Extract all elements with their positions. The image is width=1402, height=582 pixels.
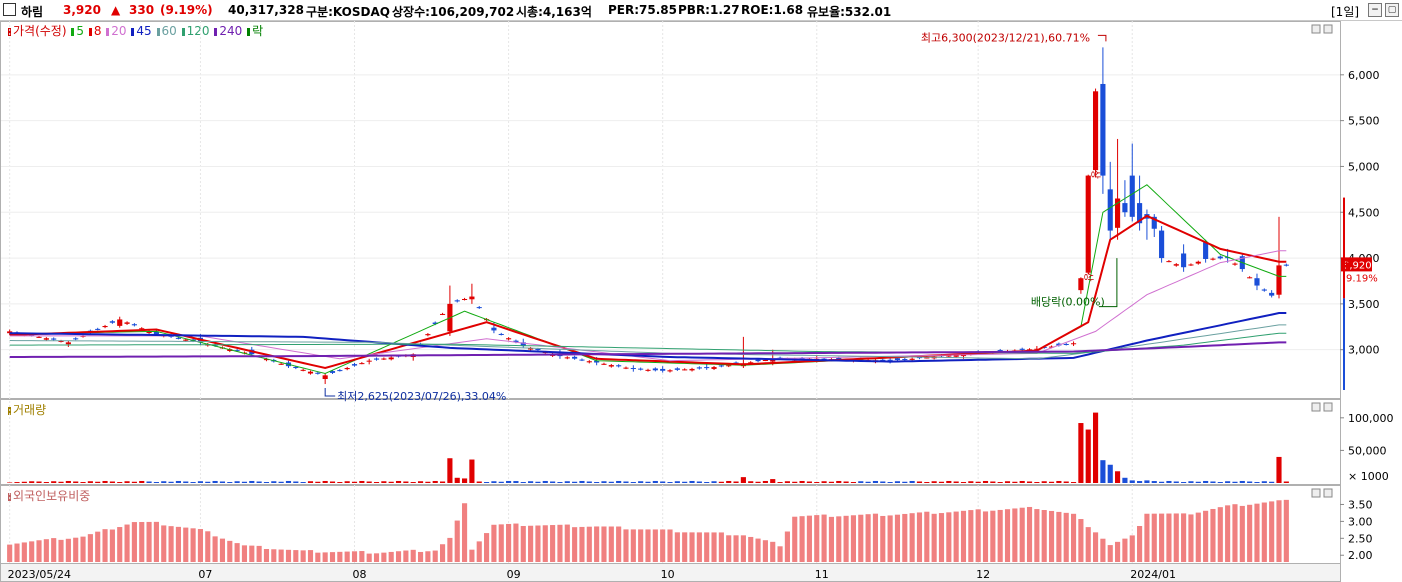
x-tick-label: 11 (815, 568, 829, 581)
x-tick-label: 07 (198, 568, 212, 581)
x-tick-label: 08 (353, 568, 367, 581)
listed-shares: 상장수:106,209,702 (392, 5, 515, 19)
minimize-icon[interactable]: − (1368, 3, 1382, 17)
price-legend: 가격(수정) 5 8 20 45 60 120 240 락 (8, 22, 264, 39)
price-change: 330 (129, 3, 155, 17)
legend-item-ma60: 60 (156, 24, 177, 38)
legend-item-ma120: 120 (181, 24, 210, 38)
x-tick-label: 12 (976, 568, 990, 581)
stock-name: 하림 (21, 5, 44, 19)
x-tick-label: 2023/05/24 (8, 568, 71, 581)
x-axis-strip (0, 563, 1341, 582)
up-arrow-icon: ▲ (111, 3, 121, 17)
legend-item-ma45: 45 (131, 24, 152, 38)
legend-item-ex-div: 락 (247, 24, 263, 38)
pbr-value: PBR:1.27 (678, 3, 740, 17)
price-change-pct: (9.19%) (160, 3, 213, 17)
legend-item-ma20: 20 (106, 24, 127, 38)
legend-item-ma240: 240 (214, 24, 242, 38)
market-type: 구분:KOSDAQ (306, 5, 390, 19)
maximize-icon[interactable]: ▢ (1385, 3, 1399, 17)
stock-info-bar: 하림 3,920 ▲ 330 (9.19%) 40,317,328 구분:KOS… (0, 0, 1402, 21)
foreign-ratio-title: 외국인보유비중 (8, 487, 90, 504)
legend-item-price: 가격(수정) (8, 24, 67, 38)
roe-value: ROE:1.68 (741, 3, 804, 17)
foreign-ratio-pane: 외국인보유비중 (0, 485, 1402, 563)
legend-item-ma5: 5 (71, 24, 84, 38)
legend-item-ma8: 8 (88, 24, 101, 38)
price-pane: 가격(수정) 5 8 20 45 60 120 240 락 (0, 21, 1402, 399)
trade-volume: 40,317,328 (228, 3, 304, 17)
period-selector[interactable]: [1일] (1331, 5, 1360, 19)
volume-pane: 거래량 (0, 399, 1402, 484)
x-tick-label: 10 (661, 568, 675, 581)
reserve-ratio: 유보율:532.01 (807, 5, 892, 19)
menu-toggle-icon[interactable] (3, 3, 16, 16)
per-value: PER:75.85 (608, 3, 677, 17)
x-tick-label: 2024/01 (1130, 568, 1176, 581)
volume-pane-title: 거래량 (8, 401, 46, 418)
market-cap: 시총:4,163억 (516, 5, 592, 19)
x-tick-label: 09 (507, 568, 521, 581)
current-price: 3,920 (63, 3, 101, 17)
